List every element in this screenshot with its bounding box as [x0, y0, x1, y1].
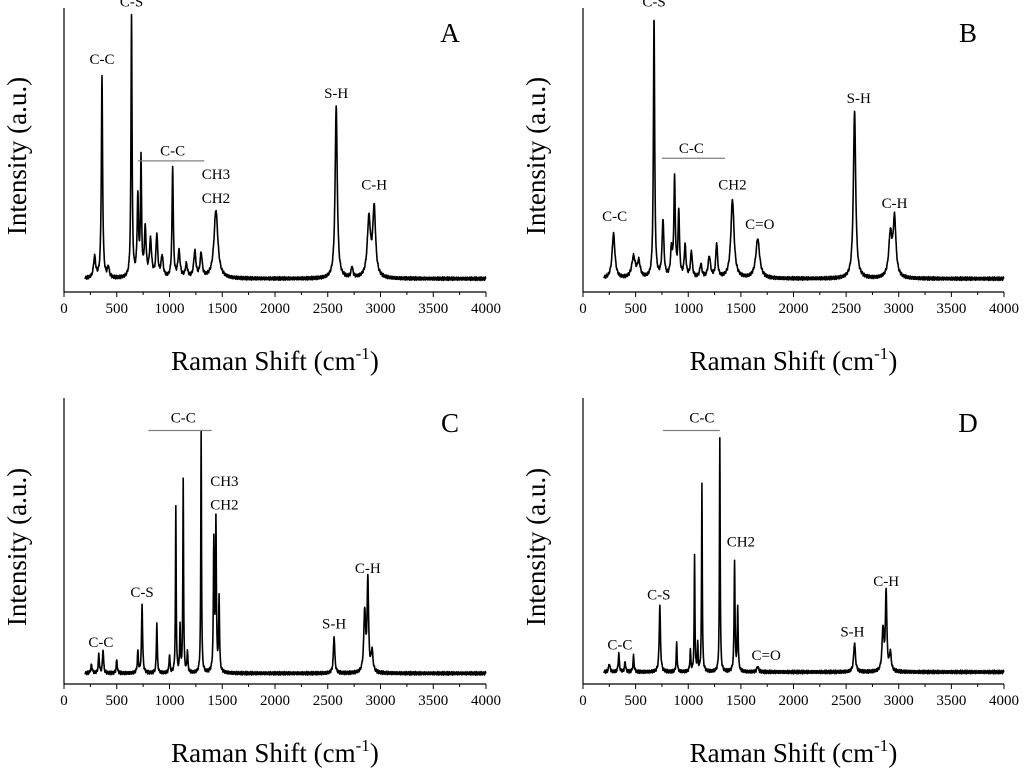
peak-label: C-C: [88, 635, 113, 651]
x-tick-label: 0: [579, 693, 587, 709]
panel-a: 0 500 1000 1500 2000 2500 3000 3500 4000 Raman Sh…: [2, 0, 501, 376]
spectrum-line: [603, 437, 1005, 675]
x-tick-label: 2500: [831, 301, 861, 317]
peak-label: S-H: [840, 624, 864, 640]
peak-label: C-H: [361, 178, 387, 194]
peak-label: CH2: [718, 178, 746, 194]
x-tick-label: 500: [624, 693, 647, 709]
peak-label: C-C: [602, 209, 627, 225]
x-tick-label: 3000: [884, 301, 914, 317]
x-axis-title: Raman Shift (cm-1): [690, 736, 898, 768]
x-axis-title: Raman Shift (cm-1): [171, 344, 379, 376]
x-axis-title-end: ): [370, 738, 379, 768]
peak-label: CH2: [202, 191, 230, 207]
x-axis-title: Raman Shift (cm-1): [690, 344, 898, 376]
peak-label: S-H: [322, 616, 346, 632]
peak-label: C-S: [120, 0, 143, 10]
peak-label: C-S: [130, 585, 153, 601]
panel-letter: D: [958, 408, 978, 438]
x-axis-title-sup: -1: [356, 736, 370, 755]
x-tick-label: 0: [60, 301, 68, 317]
peak-label: C-H: [873, 574, 899, 590]
peak-label: C-H: [355, 561, 381, 577]
x-tick-label: 2000: [260, 301, 290, 317]
x-tick-label: 4000: [471, 693, 501, 709]
x-axis-title-sup: -1: [874, 344, 888, 363]
spectrum-line: [603, 19, 1005, 282]
x-tick-label: 1500: [726, 693, 756, 709]
x-axis-title-main: Raman Shift (cm: [171, 738, 355, 768]
x-tick-label: 0: [579, 301, 587, 317]
x-tick-label: 3000: [366, 693, 396, 709]
x-axis-title-sup: -1: [874, 736, 888, 755]
x-tick-label: 0: [60, 693, 68, 709]
peak-label: CH3: [210, 474, 238, 490]
peak-label: C-C: [160, 144, 185, 160]
peak-label: C-H: [882, 196, 908, 212]
x-tick-label: 3000: [884, 693, 914, 709]
x-tick-label: 4000: [989, 301, 1019, 317]
x-tick-label: 4000: [471, 301, 501, 317]
panel-b: 0 500 1000 1500 2000 2500 3000 3500 4000 Raman Sh…: [521, 0, 1019, 376]
y-axis-title: Intensity (a.u.): [521, 468, 551, 626]
x-tick-label: 1500: [207, 693, 237, 709]
x-axis-title: Raman Shift (cm-1): [171, 736, 379, 768]
x-tick-label: 500: [106, 301, 129, 317]
panel-d: 0 500 1000 1500 2000 2500 3000 3500 4000 Raman Sh…: [521, 398, 1019, 768]
x-axis-title-end: ): [888, 346, 897, 376]
peak-label: C-C: [171, 411, 196, 427]
x-tick-label: 1000: [673, 693, 703, 709]
peak-label: C=O: [751, 648, 780, 664]
peak-label: CH2: [210, 498, 238, 514]
x-axis-title-end: ): [888, 738, 897, 768]
x-tick-label: 3500: [418, 693, 448, 709]
x-tick-label: 2500: [313, 301, 343, 317]
x-axis-title-main: Raman Shift (cm: [171, 346, 355, 376]
peak-label: CH3: [202, 167, 230, 183]
peak-label: C-C: [607, 638, 632, 654]
x-tick-label: 500: [106, 693, 129, 709]
panel-letter: A: [440, 18, 460, 48]
x-tick-label: 1500: [726, 301, 756, 317]
x-tick-label: 3500: [936, 301, 966, 317]
x-tick-label: 4000: [989, 693, 1019, 709]
panel-letter: C: [441, 408, 459, 438]
x-tick-label: 1000: [155, 301, 185, 317]
peak-label: S-H: [847, 91, 871, 107]
peak-label: C-C: [689, 411, 714, 427]
x-axis-title-sup: -1: [356, 344, 370, 363]
peak-label: C-C: [679, 141, 704, 157]
x-tick-label: 1000: [155, 693, 185, 709]
y-axis-title: Intensity (a.u.): [2, 468, 32, 626]
spectrum-line: [84, 430, 487, 676]
y-axis-title: Intensity (a.u.): [2, 77, 32, 235]
x-tick-label: 2000: [779, 301, 809, 317]
x-axis-title-main: Raman Shift (cm: [690, 738, 874, 768]
panel-letter: B: [959, 18, 977, 48]
peak-label: CH2: [727, 535, 755, 551]
x-axis-title-main: Raman Shift (cm: [690, 346, 874, 376]
peak-label: C-S: [647, 587, 670, 603]
spectrum-line: [84, 13, 487, 282]
x-tick-label: 1000: [673, 301, 703, 317]
panel-c: 0 500 1000 1500 2000 2500 3000 3500 4000 Raman Sh…: [2, 398, 501, 768]
x-tick-label: 2500: [831, 693, 861, 709]
x-tick-label: 2000: [779, 693, 809, 709]
peak-label: C=O: [745, 217, 774, 233]
peak-label: S-H: [324, 86, 348, 102]
y-axis-title: Intensity (a.u.): [521, 77, 551, 235]
x-tick-label: 3000: [366, 301, 396, 317]
x-axis-title-end: ): [370, 346, 379, 376]
x-tick-label: 500: [624, 301, 647, 317]
peak-label: C-C: [89, 52, 114, 68]
x-tick-label: 3500: [936, 693, 966, 709]
peak-label: C-S: [642, 0, 665, 10]
x-tick-label: 3500: [418, 301, 448, 317]
x-tick-label: 2500: [313, 693, 343, 709]
x-tick-label: 2000: [260, 693, 290, 709]
x-tick-label: 1500: [207, 301, 237, 317]
